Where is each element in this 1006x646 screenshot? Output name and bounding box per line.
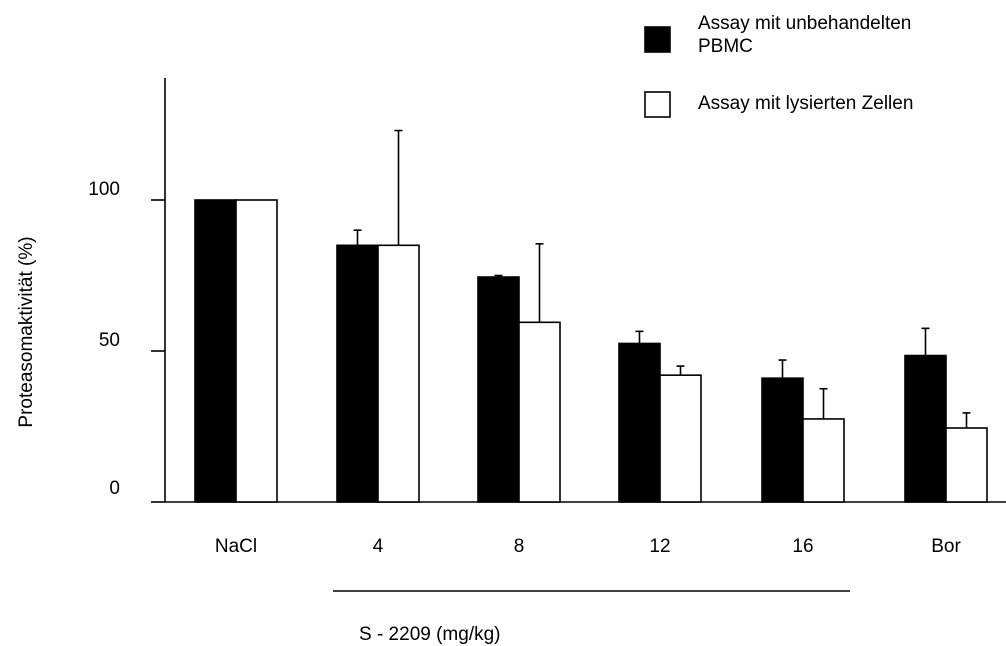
bar-lysiert [659, 374, 702, 503]
bar-unbehandelt [477, 276, 520, 503]
bar-unbehandelt [618, 342, 661, 503]
tick-labels: 0 50 100 NaCl 4 8 12 16 Bor [88, 179, 961, 557]
x-tick-label: 16 [792, 536, 813, 557]
x-tick-label: 4 [373, 536, 384, 557]
legend-label-unbehandelt: Assay mit unbehandelten [698, 13, 911, 34]
error-bars [353, 129, 971, 429]
legend-swatch-unbehandelt [644, 26, 671, 53]
legend-swatch-lysiert [644, 91, 671, 118]
bar-unbehandelt [761, 377, 804, 503]
y-tick-label: 100 [88, 179, 120, 200]
x-tick-label: 8 [514, 536, 525, 557]
bar-unbehandelt [336, 244, 379, 503]
legend-label-unbehandelt: PBMC [698, 36, 753, 57]
bar-lysiert [235, 199, 278, 503]
group-label: S - 2209 (mg/kg) [359, 624, 501, 645]
legend-label-lysiert: Assay mit lysierten Zellen [698, 93, 913, 114]
y-tick-label: 0 [109, 478, 120, 499]
y-axis-label: Proteasomaktivität (%) [16, 236, 37, 427]
y-tick-label: 50 [99, 330, 120, 351]
axes [151, 78, 1006, 503]
bar-lysiert [802, 418, 845, 503]
bars [194, 199, 988, 503]
bar-lysiert [945, 427, 988, 503]
x-tick-label: Bor [931, 536, 961, 557]
x-tick-label: NaCl [215, 536, 257, 557]
bar-unbehandelt [194, 199, 237, 503]
bar-unbehandelt [904, 354, 947, 503]
bar-lysiert [377, 244, 420, 503]
bar-lysiert [518, 321, 561, 503]
x-tick-label: 12 [649, 536, 670, 557]
